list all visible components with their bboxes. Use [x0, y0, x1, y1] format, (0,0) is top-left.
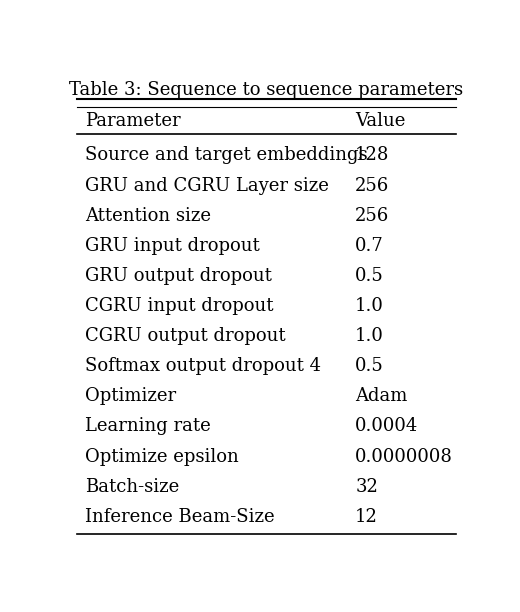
Text: 0.0000008: 0.0000008: [355, 447, 453, 466]
Text: 12: 12: [355, 508, 378, 526]
Text: GRU input dropout: GRU input dropout: [85, 237, 260, 255]
Text: 128: 128: [355, 146, 389, 165]
Text: CGRU output dropout: CGRU output dropout: [85, 327, 286, 345]
Text: Adam: Adam: [355, 387, 408, 405]
Text: 1.0: 1.0: [355, 327, 384, 345]
Text: 0.7: 0.7: [355, 237, 384, 255]
Text: 1.0: 1.0: [355, 297, 384, 315]
Text: Attention size: Attention size: [85, 207, 211, 225]
Text: CGRU input dropout: CGRU input dropout: [85, 297, 274, 315]
Text: 32: 32: [355, 478, 378, 496]
Text: Source and target embeddings: Source and target embeddings: [85, 146, 368, 165]
Text: 0.5: 0.5: [355, 267, 384, 285]
Text: GRU and CGRU Layer size: GRU and CGRU Layer size: [85, 176, 329, 195]
Text: Optimize epsilon: Optimize epsilon: [85, 447, 239, 466]
Text: Batch-size: Batch-size: [85, 478, 179, 496]
Text: Learning rate: Learning rate: [85, 417, 211, 436]
Text: Parameter: Parameter: [85, 111, 181, 130]
Text: Table 3: Sequence to sequence parameters: Table 3: Sequence to sequence parameters: [70, 81, 463, 99]
Text: 0.5: 0.5: [355, 357, 384, 375]
Text: Inference Beam-Size: Inference Beam-Size: [85, 508, 275, 526]
Text: Optimizer: Optimizer: [85, 387, 176, 405]
Text: GRU output dropout: GRU output dropout: [85, 267, 272, 285]
Text: 0.0004: 0.0004: [355, 417, 419, 436]
Text: Softmax output dropout 4: Softmax output dropout 4: [85, 357, 321, 375]
Text: 256: 256: [355, 176, 389, 195]
Text: 256: 256: [355, 207, 389, 225]
Text: Value: Value: [355, 111, 406, 130]
